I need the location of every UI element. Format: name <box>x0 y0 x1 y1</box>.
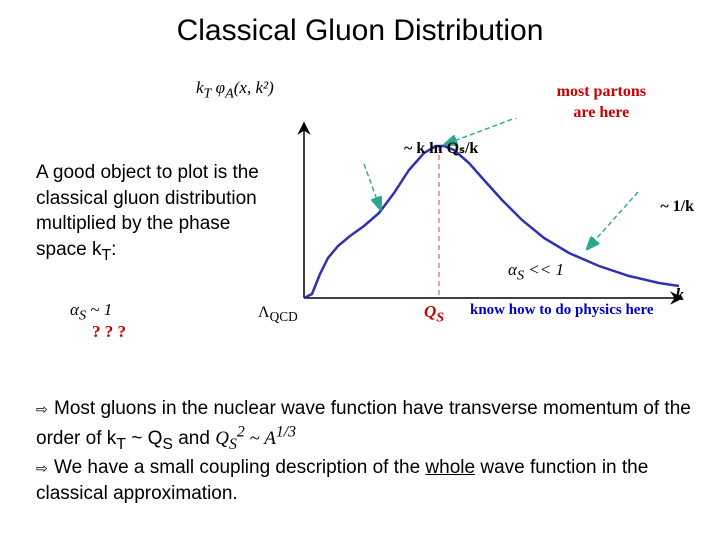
curve-label-left-slope: ~ k ln Qₛ/k <box>404 138 478 158</box>
intro-paragraph: A good object to plot is the classical g… <box>36 160 266 266</box>
bullet-list: ⇨Most gluons in the nuclear wave functio… <box>36 396 696 506</box>
alpha-small-label: αS << 1 <box>508 260 564 284</box>
bullet-1-text: Most gluons in the nuclear wave function… <box>36 398 691 449</box>
bullet-1: ⇨Most gluons in the nuclear wave functio… <box>36 396 696 455</box>
curve-label-right-slope: ~ 1/k <box>660 198 694 216</box>
bullet-arrow-icon: ⇨ <box>36 400 54 419</box>
bullet-2-text: We have a small coupling description of … <box>36 457 648 504</box>
page-title: Classical Gluon Distribution <box>0 0 720 48</box>
y-axis-label: kT φA(x, k²) <box>196 78 274 102</box>
question-marks: ? ? ? <box>92 322 126 342</box>
x-axis-label: k <box>676 285 685 305</box>
annotation-line1: most partons <box>557 83 646 100</box>
lambda-qcd-label: ΛQCD <box>258 304 298 325</box>
know-physics-label: know how to do physics here <box>470 302 654 319</box>
gluon-chart <box>284 118 694 328</box>
bullet-2: ⇨We have a small coupling description of… <box>36 455 696 506</box>
bullet-arrow-icon: ⇨ <box>36 459 54 478</box>
alpha-large-label: αS ~ 1 <box>70 300 112 324</box>
qs-label: QS <box>424 302 444 326</box>
